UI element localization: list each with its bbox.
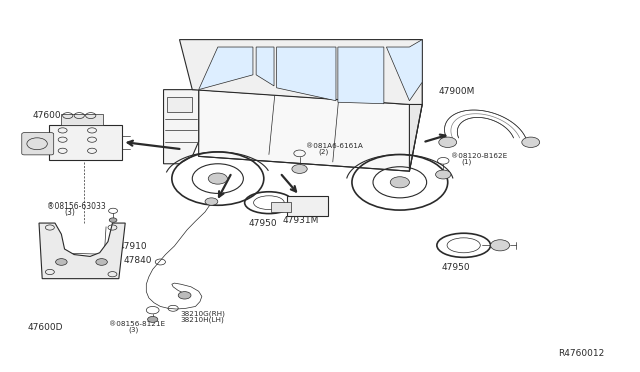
Text: (3): (3) <box>129 326 139 333</box>
FancyBboxPatch shape <box>49 125 122 160</box>
Circle shape <box>208 173 227 184</box>
Circle shape <box>109 218 117 222</box>
Polygon shape <box>276 47 336 101</box>
Circle shape <box>292 164 307 173</box>
FancyBboxPatch shape <box>22 133 54 155</box>
Polygon shape <box>256 47 274 86</box>
Text: 47931M: 47931M <box>283 216 319 225</box>
Text: 47950: 47950 <box>442 263 470 272</box>
FancyBboxPatch shape <box>167 97 192 112</box>
Text: ®08120-B162E: ®08120-B162E <box>451 153 507 158</box>
Circle shape <box>178 292 191 299</box>
Polygon shape <box>387 39 422 101</box>
Polygon shape <box>179 39 422 105</box>
Text: ®08156-8121E: ®08156-8121E <box>109 321 165 327</box>
Polygon shape <box>338 47 384 104</box>
Text: (2): (2) <box>319 149 329 155</box>
Text: 47840: 47840 <box>124 256 152 264</box>
Text: 47900M: 47900M <box>439 87 475 96</box>
Text: 38210H(LH): 38210H(LH) <box>180 316 225 323</box>
Circle shape <box>96 259 108 265</box>
Circle shape <box>490 240 509 251</box>
Text: 47950: 47950 <box>248 219 277 228</box>
Text: R4760012: R4760012 <box>558 349 604 358</box>
Polygon shape <box>198 90 422 171</box>
Text: 38210G(RH): 38210G(RH) <box>180 311 226 317</box>
Text: 47600: 47600 <box>33 111 61 120</box>
Polygon shape <box>198 47 253 90</box>
FancyBboxPatch shape <box>61 114 103 125</box>
Text: ®08156-63033: ®08156-63033 <box>47 202 106 211</box>
Polygon shape <box>39 223 125 279</box>
Circle shape <box>522 137 540 147</box>
Circle shape <box>148 317 158 323</box>
Text: (1): (1) <box>462 158 472 165</box>
Text: 47600D: 47600D <box>28 323 63 332</box>
Circle shape <box>439 137 457 147</box>
FancyBboxPatch shape <box>271 202 291 212</box>
Circle shape <box>390 177 410 188</box>
Circle shape <box>205 198 218 205</box>
FancyBboxPatch shape <box>287 196 328 216</box>
Polygon shape <box>410 39 422 171</box>
Text: ®081A6-6161A: ®081A6-6161A <box>306 143 363 149</box>
Text: (3): (3) <box>65 208 76 217</box>
Polygon shape <box>164 90 198 164</box>
Circle shape <box>436 170 451 179</box>
Text: 47910: 47910 <box>119 241 147 250</box>
Circle shape <box>56 259 67 265</box>
